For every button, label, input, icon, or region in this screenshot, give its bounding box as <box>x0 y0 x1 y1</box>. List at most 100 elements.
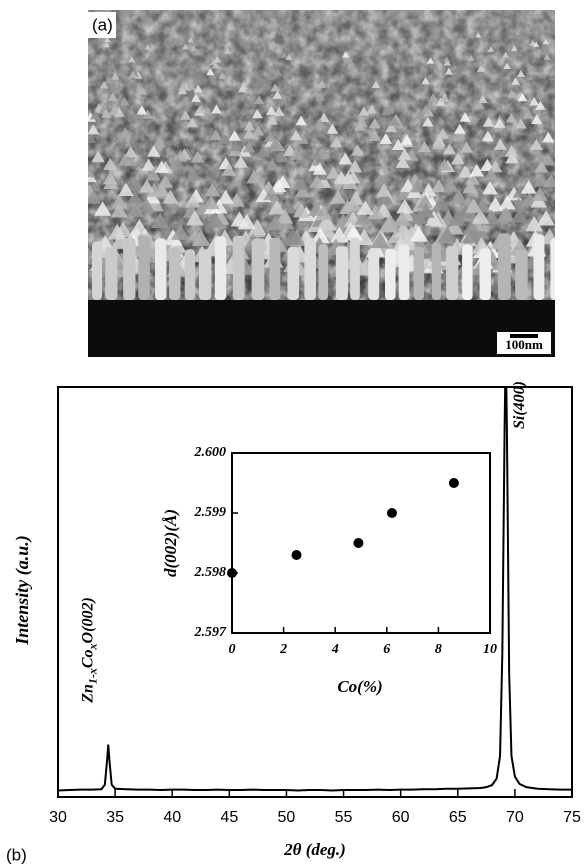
sem-image <box>88 10 555 357</box>
sem-tip <box>391 139 405 151</box>
sem-tip <box>111 72 120 80</box>
sem-tip <box>186 82 197 90</box>
sem-tip <box>358 106 370 116</box>
sem-tip <box>190 45 197 51</box>
sem-tip <box>186 167 202 181</box>
sem-tip <box>200 39 208 45</box>
sem-tip <box>525 215 544 232</box>
sem-tip <box>275 150 290 163</box>
sem-tip <box>432 195 450 210</box>
sem-tip <box>344 224 364 241</box>
sem-tip <box>243 120 256 131</box>
sem-tip <box>153 183 170 197</box>
inset-x-label: Co(%) <box>337 677 382 696</box>
sem-tip <box>426 57 435 64</box>
panel-label: (a) <box>92 15 113 34</box>
sem-rod <box>318 244 329 300</box>
x-tick-label: 35 <box>106 809 124 826</box>
sem-tip <box>498 195 516 210</box>
sem-tip <box>292 202 310 218</box>
sem-tip <box>213 56 221 63</box>
sem-tip <box>442 178 459 192</box>
sem-tip <box>193 84 203 93</box>
sem-tip <box>266 115 279 125</box>
sem-tip <box>187 37 194 43</box>
sem-rod <box>446 245 459 300</box>
sem-tip <box>138 198 156 213</box>
sem-tip <box>409 179 426 193</box>
sem-tip <box>531 114 543 125</box>
sem-tip <box>211 104 222 114</box>
sem-tip <box>459 112 471 122</box>
inset-x-tick-label: 6 <box>383 642 390 657</box>
sem-tip <box>126 190 143 205</box>
sem-tip <box>127 177 143 191</box>
sem-rod <box>497 233 511 300</box>
sem-tip <box>450 152 465 165</box>
sem-tip <box>476 65 485 72</box>
sem-tip <box>110 202 128 218</box>
sem-tip <box>504 145 519 157</box>
sem-tip <box>345 170 361 184</box>
sem-tip <box>443 59 452 66</box>
sem-tip <box>338 152 353 165</box>
sem-tip <box>424 100 436 110</box>
sem-tip <box>272 90 283 99</box>
sem-tip <box>151 212 170 228</box>
sem-tip <box>137 86 148 95</box>
sem-rod <box>184 249 196 300</box>
sem-tip <box>242 128 256 139</box>
sem-rod <box>287 247 300 300</box>
sem-tip <box>202 195 220 210</box>
sem-tip <box>450 189 468 204</box>
sem-rod <box>138 236 150 300</box>
sem-tip <box>344 196 362 211</box>
sem-tip <box>273 106 285 116</box>
sem-tip <box>475 32 482 38</box>
inset-x-tick-label: 10 <box>483 642 497 657</box>
sem-tip <box>443 56 451 63</box>
sem-tip <box>209 129 222 141</box>
sem-tip <box>178 82 188 91</box>
sem-tip <box>127 202 145 217</box>
sem-tip <box>119 96 130 106</box>
x-tick-label: 50 <box>278 809 296 826</box>
sem-tip <box>354 209 373 225</box>
sem-tip <box>104 75 114 84</box>
sem-tip <box>543 174 555 188</box>
sem-tip <box>193 48 201 55</box>
sem-tip <box>233 155 248 168</box>
sem-tip <box>329 226 349 243</box>
sem-tip <box>114 82 124 91</box>
sem-tip <box>510 45 518 51</box>
sem-tip <box>209 58 218 66</box>
sem-tip <box>376 189 393 204</box>
sem-tip <box>186 117 198 128</box>
sem-tip <box>154 160 169 173</box>
inset-x-tick-label: 0 <box>229 642 236 657</box>
sem-tip <box>195 104 207 114</box>
sem-tip <box>471 208 490 224</box>
sem-tip <box>469 164 485 177</box>
sem-tip <box>464 171 480 185</box>
sem-tip <box>531 187 548 201</box>
sem-tip <box>460 141 474 153</box>
sem-tip <box>474 100 485 110</box>
sem-tip <box>511 77 520 85</box>
sem-tip <box>516 69 526 77</box>
sem-tip <box>397 148 412 160</box>
peak-annotation: Si(400) <box>510 381 527 429</box>
plot-area <box>58 387 572 792</box>
sem-tip <box>342 51 350 58</box>
sem-tip <box>283 228 302 245</box>
sem-tip <box>482 180 498 195</box>
data-point <box>448 478 459 488</box>
sem-tip <box>436 128 449 139</box>
sem-tip <box>448 210 467 226</box>
sem-tip <box>127 55 136 63</box>
sem-tip <box>285 53 293 61</box>
sem-tip <box>91 150 105 163</box>
sem-tip <box>139 179 155 193</box>
sem-tip <box>422 116 434 127</box>
sem-substrate <box>88 300 555 357</box>
